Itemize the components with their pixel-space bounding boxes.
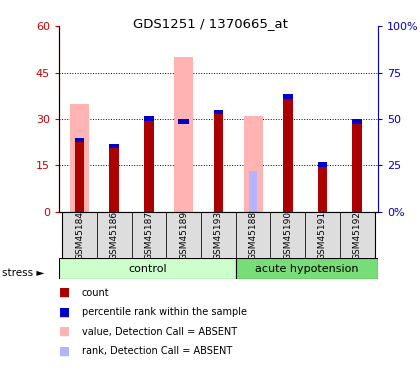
- Text: stress ►: stress ►: [2, 268, 45, 278]
- Bar: [352, 119, 362, 212]
- Bar: [270, 212, 305, 259]
- Bar: [110, 144, 119, 212]
- Text: percentile rank within the sample: percentile rank within the sample: [82, 307, 247, 317]
- Bar: [62, 212, 97, 259]
- Text: control: control: [128, 264, 167, 273]
- Bar: [236, 212, 270, 259]
- Bar: [174, 57, 193, 212]
- Bar: [75, 138, 84, 142]
- Text: GSM45184: GSM45184: [75, 211, 84, 260]
- Bar: [131, 212, 166, 259]
- Bar: [318, 162, 327, 167]
- Bar: [249, 171, 257, 212]
- Bar: [166, 212, 201, 259]
- Bar: [110, 144, 119, 148]
- Bar: [144, 116, 154, 121]
- Bar: [97, 212, 131, 259]
- Bar: [244, 116, 262, 212]
- Text: ■: ■: [59, 286, 70, 299]
- Text: GDS1251 / 1370665_at: GDS1251 / 1370665_at: [133, 17, 287, 30]
- Text: GSM45189: GSM45189: [179, 211, 188, 260]
- Bar: [178, 119, 189, 124]
- Bar: [70, 104, 89, 212]
- Text: value, Detection Call = ABSENT: value, Detection Call = ABSENT: [82, 327, 237, 336]
- Bar: [213, 110, 223, 212]
- Bar: [59, 258, 236, 279]
- Bar: [283, 94, 293, 99]
- Text: GSM45191: GSM45191: [318, 211, 327, 260]
- Text: ■: ■: [59, 345, 70, 357]
- Bar: [283, 94, 293, 212]
- Text: GSM45190: GSM45190: [284, 211, 292, 260]
- Bar: [352, 119, 362, 124]
- Bar: [340, 212, 375, 259]
- Text: GSM45186: GSM45186: [110, 211, 119, 260]
- Text: GSM45187: GSM45187: [144, 211, 153, 260]
- Bar: [213, 110, 223, 114]
- Bar: [201, 212, 236, 259]
- Text: ■: ■: [59, 325, 70, 338]
- Bar: [144, 116, 154, 212]
- Text: GSM45193: GSM45193: [214, 211, 223, 260]
- Bar: [305, 212, 340, 259]
- Text: rank, Detection Call = ABSENT: rank, Detection Call = ABSENT: [82, 346, 232, 356]
- Text: ■: ■: [59, 306, 70, 318]
- Bar: [75, 138, 84, 212]
- Text: GSM45188: GSM45188: [249, 211, 257, 260]
- Text: count: count: [82, 288, 110, 297]
- Bar: [318, 162, 327, 212]
- Bar: [76, 164, 84, 212]
- Bar: [236, 258, 378, 279]
- Text: GSM45192: GSM45192: [353, 211, 362, 260]
- Text: acute hypotension: acute hypotension: [255, 264, 359, 273]
